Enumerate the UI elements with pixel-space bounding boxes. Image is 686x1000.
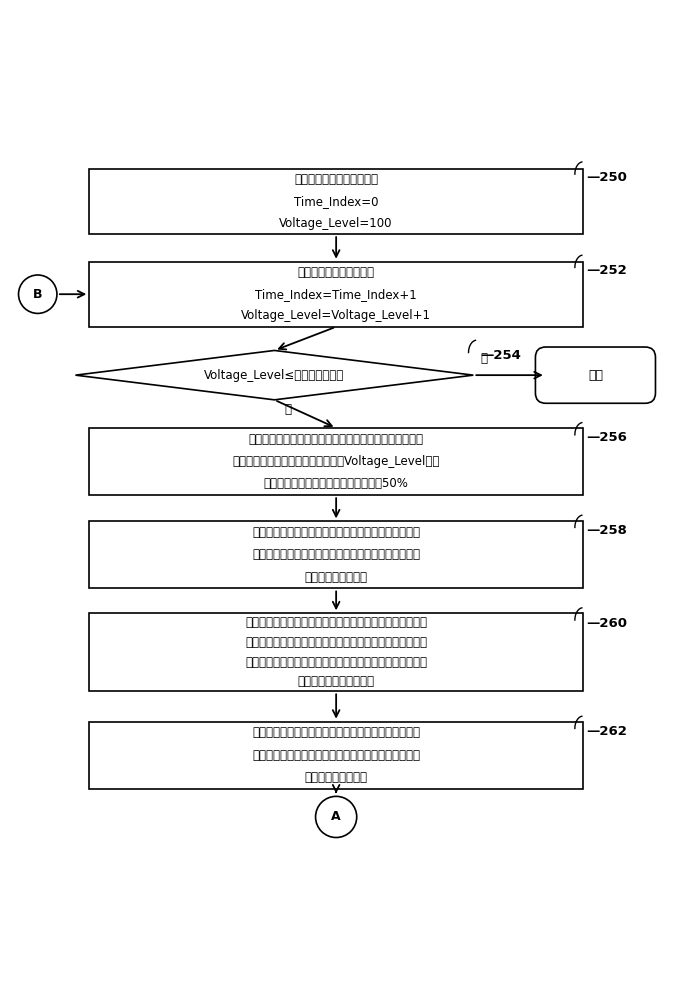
Text: B: B [33, 288, 43, 301]
Text: 当第一和第二电池模块未被相互串联地电耦接时，电压源: 当第一和第二电池模块未被相互串联地电耦接时，电压源 [248, 433, 424, 446]
Text: —250: —250 [587, 171, 628, 184]
FancyBboxPatch shape [89, 722, 583, 789]
Text: 电压表测量当输出电压电平正被输出时在第二电端子和: 电压表测量当输出电压电平正被输出时在第二电端子和 [252, 726, 420, 739]
Text: Time_Index=0: Time_Index=0 [294, 195, 379, 208]
Text: —262: —262 [587, 725, 628, 738]
Text: 外罩之间的第三电压电平，并且向微处理器传输与第三: 外罩之间的第三电压电平，并且向微处理器传输与第三 [252, 749, 420, 762]
Text: —256: —256 [587, 431, 628, 444]
Text: 在第一和第二电端子之间施加幅値为Voltage_Level的输: 在第一和第二电端子之间施加幅値为Voltage_Level的输 [233, 455, 440, 468]
Text: 电阔器具有预定电阔水平: 电阔器具有预定电阔水平 [298, 675, 375, 688]
Text: Voltage_Level≤阀值电压电平？: Voltage_Level≤阀值电压电平？ [204, 369, 344, 382]
FancyBboxPatch shape [89, 169, 583, 234]
Text: Voltage_Level=100: Voltage_Level=100 [279, 217, 393, 230]
Text: A: A [331, 810, 341, 823]
Text: —258: —258 [587, 524, 628, 537]
Text: —254: —254 [480, 349, 521, 362]
Text: —252: —252 [587, 264, 627, 277]
Text: —260: —260 [587, 617, 628, 630]
Text: Time_Index=Time_Index+1: Time_Index=Time_Index+1 [255, 288, 417, 301]
Text: 电压电平相关的数据: 电压电平相关的数据 [305, 771, 368, 784]
Text: 退出: 退出 [588, 369, 603, 382]
Text: 是: 是 [480, 352, 487, 365]
Text: Voltage_Level=Voltage_Level+1: Voltage_Level=Voltage_Level+1 [241, 309, 431, 322]
Text: 压电平，并且向微处理器传输与第二电压电平相关的数据；: 压电平，并且向微处理器传输与第二电压电平相关的数据； [245, 656, 427, 669]
FancyBboxPatch shape [535, 347, 655, 403]
Circle shape [316, 796, 357, 838]
Text: 否: 否 [285, 403, 292, 416]
FancyBboxPatch shape [89, 613, 583, 691]
Text: 电压表测量当输出电压电平正被输出时在第一电端子和: 电压表测量当输出电压电平正被输出时在第一电端子和 [252, 526, 420, 539]
FancyBboxPatch shape [89, 262, 583, 327]
FancyBboxPatch shape [89, 521, 583, 588]
Text: 微处理器更新以下变量：: 微处理器更新以下变量： [298, 266, 375, 279]
Polygon shape [75, 350, 473, 400]
FancyBboxPatch shape [89, 428, 583, 495]
Circle shape [19, 275, 57, 313]
Text: 第一电压电平的数据: 第一电压电平的数据 [305, 571, 368, 584]
Text: 电压表测量当输出电压电平正被输出并且电阔器被电耦接在: 电压表测量当输出电压电平正被输出并且电阔器被电耦接在 [245, 616, 427, 629]
Text: 微处理器初始化以下变量：: 微处理器初始化以下变量： [294, 173, 378, 186]
Text: 出电压电平，电池组未达到完全充电的50%: 出电压电平，电池组未达到完全充电的50% [263, 477, 409, 490]
Text: 第一电端子和外罩之间时在第一电端子和外罩之间的第二电: 第一电端子和外罩之间时在第一电端子和外罩之间的第二电 [245, 636, 427, 649]
Text: 外罩之间的第一电压电平，并且向微处理器传送对应于: 外罩之间的第一电压电平，并且向微处理器传送对应于 [252, 548, 420, 561]
